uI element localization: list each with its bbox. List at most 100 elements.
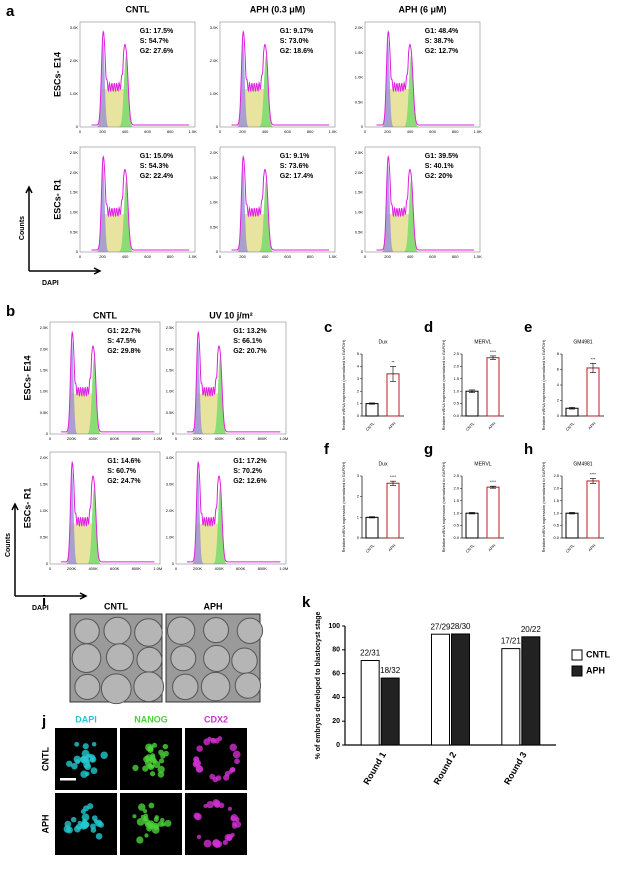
nucleus	[192, 762, 198, 767]
text: NANOG	[134, 714, 168, 724]
text: 27/29	[430, 622, 451, 631]
text: 1.0M	[153, 566, 162, 571]
legend-swatch	[571, 665, 583, 677]
g2-fill	[212, 487, 228, 564]
bar	[465, 390, 479, 417]
text: G2: 12.6%	[233, 478, 267, 485]
nucleus	[90, 823, 96, 830]
text: CNTL	[40, 747, 50, 771]
text: ESCs- E14	[52, 52, 62, 97]
nucleus	[207, 736, 212, 742]
embryo	[103, 616, 132, 645]
text: 1.5K	[355, 190, 364, 195]
text: 2.0	[453, 363, 459, 368]
text: APH (0.3 μM)	[250, 4, 306, 14]
text: 2.0	[553, 485, 559, 490]
text: 800K	[258, 436, 268, 441]
text: 2.0K	[70, 170, 79, 175]
g1-fill	[236, 39, 250, 127]
text: 0	[361, 124, 364, 129]
text: G2: 29.8%	[107, 348, 141, 355]
text: 0.5K	[355, 229, 364, 234]
embryo	[74, 673, 101, 700]
bar	[451, 633, 470, 746]
text: d	[424, 319, 433, 336]
text: CNTL	[465, 420, 476, 431]
bar	[431, 633, 450, 746]
text: 2.0	[453, 485, 459, 490]
g2-fill	[257, 55, 275, 128]
text: 200K	[193, 566, 203, 571]
text: 200K	[67, 436, 77, 441]
text: G2: 24.7%	[107, 478, 141, 485]
histogram-curve	[61, 330, 155, 433]
text: b	[6, 303, 15, 320]
nucleus	[149, 771, 156, 777]
bar	[486, 357, 500, 417]
histogram-curve	[376, 30, 475, 126]
g2-fill	[117, 55, 135, 128]
text: G1: 9.1%	[280, 153, 310, 160]
embryo	[134, 618, 163, 647]
plot-frame	[79, 146, 196, 253]
text: APH	[387, 543, 396, 552]
embryo	[234, 672, 262, 699]
text: 2.0K	[70, 58, 79, 63]
text: S: 73.0%	[280, 38, 310, 45]
g1-fill	[96, 164, 110, 252]
text: 0.5K	[40, 535, 49, 540]
text: 0	[357, 535, 360, 540]
histogram-curve	[231, 155, 330, 251]
text: 400	[407, 129, 414, 134]
text: G1: 22.7%	[107, 328, 141, 335]
text: 1.0M	[153, 436, 162, 441]
embryo	[105, 643, 134, 672]
g1-fill	[65, 470, 79, 564]
text: 20	[332, 718, 340, 725]
text: 1.0	[453, 510, 459, 515]
text: 0.5K	[166, 410, 175, 415]
text: S: 73.6%	[280, 163, 310, 170]
bar	[365, 403, 379, 417]
nucleus	[82, 818, 87, 824]
text: ****	[490, 479, 497, 484]
text: 1.0K	[210, 91, 219, 96]
nucleus	[136, 836, 144, 844]
text: UV 10 j/m²	[209, 310, 253, 320]
text: h	[524, 441, 533, 458]
text: 5	[357, 351, 360, 356]
nucleus	[132, 764, 139, 772]
text: 8	[557, 351, 560, 356]
plot-frame	[49, 451, 161, 565]
text: DAPI	[42, 280, 59, 287]
nucleus	[74, 825, 81, 833]
g1-fill	[381, 164, 395, 252]
text: APH	[587, 543, 596, 552]
text: 1.0	[453, 388, 459, 393]
nucleus	[153, 817, 159, 823]
nucleus	[226, 835, 233, 842]
text: DAPI	[32, 605, 49, 612]
text: S: 54.7%	[140, 38, 170, 45]
text: 0	[557, 413, 560, 418]
error-bar	[590, 363, 596, 373]
text: 40	[332, 694, 340, 701]
plot-frame	[175, 451, 287, 565]
text: 600	[429, 254, 436, 259]
text: CNTL	[465, 542, 476, 553]
text: 800K	[258, 566, 268, 571]
text: 800	[307, 254, 314, 259]
text: 3.0K	[166, 482, 175, 487]
text: 60	[332, 670, 340, 677]
text: 1.5	[453, 498, 459, 503]
bar	[380, 677, 400, 746]
nucleus	[212, 799, 220, 807]
text: 600K	[236, 436, 246, 441]
text: 2.5	[453, 473, 459, 478]
nucleus	[152, 822, 159, 829]
text: CNTL	[565, 542, 576, 553]
text: 1	[357, 514, 360, 519]
text: 3	[357, 376, 360, 381]
nucleus	[234, 758, 240, 765]
text: G2: 20%	[425, 173, 453, 180]
